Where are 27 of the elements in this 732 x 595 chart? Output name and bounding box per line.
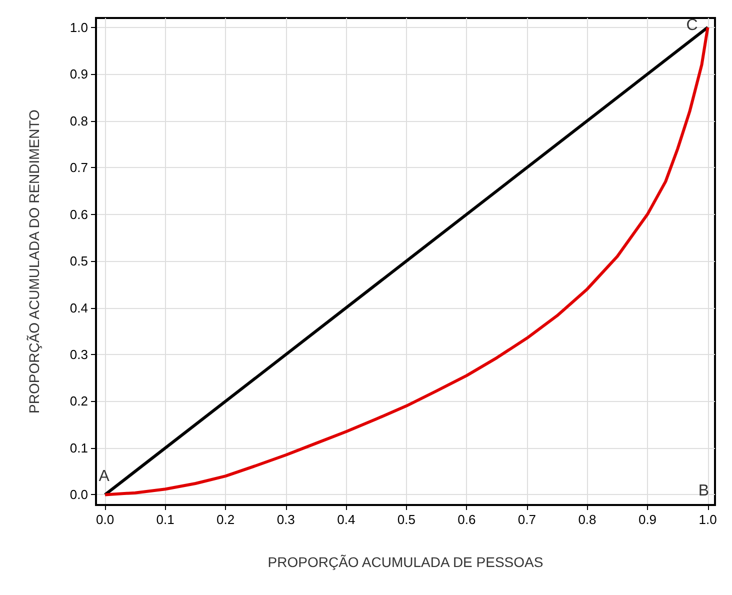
y-tick-label: 0.7 [70, 160, 88, 176]
y-tick-label: 0.4 [70, 300, 88, 316]
x-axis-title: PROPORÇÃO ACUMULADA DE PESSOAS [268, 554, 544, 570]
x-tick-label: 0.8 [578, 512, 596, 527]
annotation: A [98, 468, 110, 486]
x-tick-label: 0.5 [397, 512, 416, 527]
x-tick-label: 0.1 [156, 512, 174, 527]
y-tick-label: 0.6 [70, 206, 88, 222]
y-tick-label: 0.5 [70, 254, 88, 269]
y-tick-label: 0.9 [70, 66, 88, 82]
y-tick-label: 0.2 [70, 394, 88, 409]
annotation: B [698, 482, 709, 500]
x-tick-label: 0.7 [518, 512, 536, 527]
y-tick-label: 0.3 [70, 347, 88, 362]
y-tick-label: 0.0 [70, 487, 88, 502]
x-tick-label: 0.2 [216, 512, 235, 527]
x-tick-label: 0.3 [276, 512, 295, 527]
y-tick-label: 1.0 [70, 20, 88, 35]
x-tick-label: 1.0 [698, 512, 717, 527]
x-tick-label: 0.9 [638, 512, 657, 527]
x-tick-label: 0.0 [96, 512, 114, 527]
y-tick-label: 0.8 [70, 113, 88, 128]
x-tick-label: 0.6 [458, 512, 476, 527]
x-tick-label: 0.4 [337, 512, 356, 527]
y-axis-title: PROPORÇÃO ACUMULADA DO RENDIMENTO [26, 109, 42, 414]
annotation: C [686, 16, 698, 34]
y-tick-label: 0.1 [70, 440, 88, 456]
